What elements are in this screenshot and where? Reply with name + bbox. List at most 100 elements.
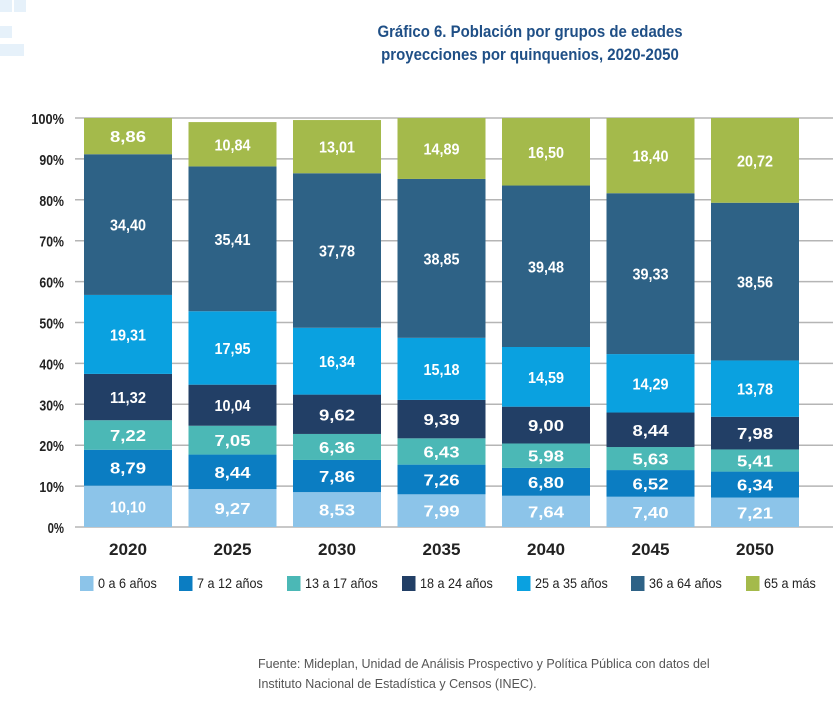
y-tick-label: 30% bbox=[39, 397, 64, 414]
data-label: 15,18 bbox=[424, 362, 460, 379]
data-label: 16,34 bbox=[319, 354, 355, 371]
data-label: 11,32 bbox=[110, 390, 146, 407]
data-label: 10,84 bbox=[215, 137, 251, 154]
data-label: 7,40 bbox=[633, 505, 669, 522]
bar-segment bbox=[606, 470, 695, 497]
y-tick-label: 0% bbox=[48, 520, 64, 537]
bar-segment bbox=[606, 193, 695, 355]
data-label: 5,98 bbox=[528, 449, 564, 466]
legend-swatch bbox=[516, 575, 530, 591]
data-label: 39,33 bbox=[633, 267, 669, 284]
source-line: Instituto Nacional de Estadística y Cens… bbox=[258, 677, 537, 691]
data-label: 8,53 bbox=[319, 503, 355, 520]
bar-segment bbox=[188, 454, 277, 490]
bar-segment bbox=[293, 492, 381, 527]
data-label: 38,56 bbox=[737, 275, 773, 292]
data-label: 14,59 bbox=[528, 370, 564, 387]
data-label: 13,01 bbox=[319, 140, 355, 157]
data-label: 8,79 bbox=[110, 461, 146, 478]
legend-swatch bbox=[401, 575, 416, 591]
data-label: 13,78 bbox=[737, 382, 773, 399]
legend-item: 25 a 35 años bbox=[516, 575, 607, 591]
data-label: 7,05 bbox=[215, 433, 251, 450]
legend-label: 13 a 17 años bbox=[304, 575, 378, 591]
data-label: 14,89 bbox=[424, 141, 460, 158]
bar-segment bbox=[502, 495, 590, 527]
bar-segment bbox=[711, 360, 799, 417]
bar-segment bbox=[293, 173, 381, 328]
bar-segment bbox=[502, 185, 590, 347]
stacked-bar-chart: 0% 10% 20% 30% 40% 50% 60% 70% 80% 90% 100% 10,10 8,… bbox=[31, 111, 833, 559]
bar-segment bbox=[293, 394, 381, 434]
x-tick-label: 2020 bbox=[109, 540, 147, 559]
data-label: 20,72 bbox=[737, 153, 773, 170]
source-note: Fuente: Mideplan, Unidad de Análisis Pro… bbox=[258, 654, 710, 694]
x-tick-label: 2030 bbox=[318, 540, 356, 559]
bar-segment bbox=[397, 178, 486, 338]
legend-swatch bbox=[179, 575, 193, 591]
bar-segment bbox=[606, 412, 695, 448]
data-label: 6,36 bbox=[319, 440, 355, 457]
data-label: 7,64 bbox=[528, 504, 564, 521]
legend-label: 36 a 64 años bbox=[649, 575, 723, 591]
x-tick-label: 2050 bbox=[736, 540, 774, 559]
bar-segment bbox=[293, 120, 381, 174]
data-label: 9,00 bbox=[528, 418, 564, 435]
bar-segment bbox=[606, 447, 695, 471]
chart-title-line: proyecciones por quinquenios, 2020-2050 bbox=[381, 45, 679, 64]
legend-label: 18 a 24 años bbox=[419, 575, 493, 591]
bar-segment bbox=[188, 489, 277, 527]
decoration-square bbox=[14, 0, 26, 12]
bar-segment bbox=[397, 494, 486, 527]
bar-segment bbox=[397, 438, 486, 465]
bar-segment bbox=[188, 311, 277, 385]
data-label: 7,26 bbox=[424, 472, 460, 489]
legend-label: 65 a más bbox=[764, 575, 817, 591]
data-label: 7,22 bbox=[110, 428, 146, 445]
x-tick-label: 2035 bbox=[423, 540, 461, 559]
bar-segment bbox=[188, 425, 277, 455]
data-label: 6,80 bbox=[528, 475, 564, 492]
data-label: 19,31 bbox=[110, 327, 146, 344]
bar-segment bbox=[84, 294, 172, 374]
bar-segment bbox=[397, 399, 486, 439]
data-label: 34,40 bbox=[110, 218, 146, 235]
data-label: 37,78 bbox=[319, 244, 355, 261]
legend-item: 7 a 12 años bbox=[179, 575, 263, 591]
bar-segment bbox=[188, 122, 277, 167]
data-label: 39,48 bbox=[528, 259, 564, 276]
y-tick-label: 70% bbox=[39, 234, 64, 251]
y-tick-label: 90% bbox=[39, 152, 64, 169]
data-label: 14,29 bbox=[633, 376, 669, 393]
data-label: 10,10 bbox=[110, 499, 146, 516]
data-label: 38,85 bbox=[424, 251, 460, 268]
bar-segment bbox=[84, 118, 172, 155]
legend-swatch bbox=[631, 575, 645, 591]
bar-segment bbox=[711, 202, 799, 361]
bar-segment bbox=[293, 459, 381, 493]
bar-segment bbox=[84, 154, 172, 295]
data-label: 10,04 bbox=[215, 398, 251, 415]
bar-segment bbox=[188, 166, 277, 312]
decoration-square bbox=[0, 26, 12, 38]
bar-segment bbox=[502, 346, 590, 407]
bar-segment bbox=[606, 354, 695, 413]
legend-swatch bbox=[746, 575, 760, 591]
bar-segment bbox=[84, 420, 172, 450]
data-label: 7,86 bbox=[319, 469, 355, 486]
legend-swatch bbox=[286, 575, 301, 591]
data-label: 7,99 bbox=[424, 504, 460, 521]
bar-segment bbox=[502, 443, 590, 468]
chart-title: Gráfico 6. Población por grupos de edade… bbox=[328, 20, 733, 66]
bar-segment bbox=[84, 449, 172, 486]
chart-title-line: Gráfico 6. Población por grupos de edade… bbox=[377, 22, 683, 41]
legend-item: 18 a 24 años bbox=[401, 575, 493, 591]
bar-segment bbox=[397, 337, 486, 400]
y-tick-label: 50% bbox=[39, 316, 64, 333]
data-label: 6,34 bbox=[737, 478, 773, 495]
x-tick-label: 2025 bbox=[214, 540, 252, 559]
data-label: 6,43 bbox=[424, 444, 460, 461]
data-label: 9,62 bbox=[319, 407, 355, 424]
decoration-square bbox=[0, 44, 24, 56]
data-label: 17,95 bbox=[215, 341, 251, 358]
